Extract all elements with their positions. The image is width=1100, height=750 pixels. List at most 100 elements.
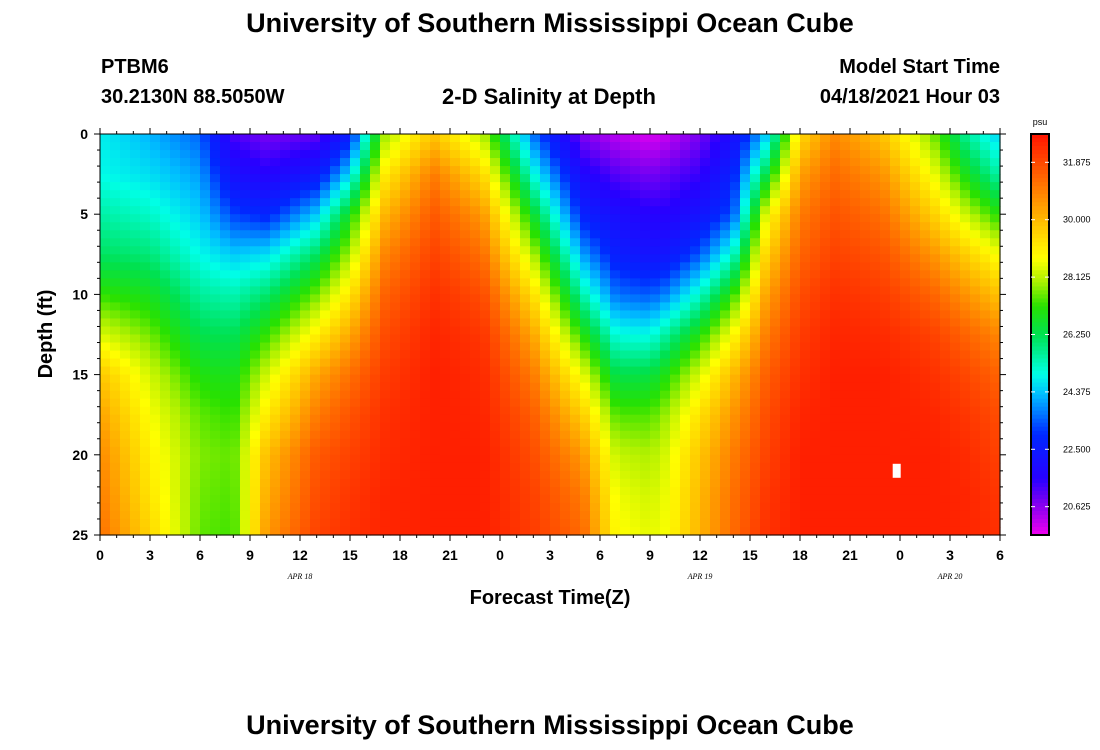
colorbar-segment [1031,170,1049,175]
heatmap-cell [730,358,741,368]
heatmap-cell [380,374,391,384]
heatmap-cell [250,158,261,167]
heatmap-cell [540,390,551,400]
heatmap-cell [260,342,271,352]
heatmap-cell [640,438,651,448]
heatmap-cell [290,430,301,440]
heatmap-cell [760,246,771,255]
heatmap-cell [870,398,881,408]
heatmap-cell [310,350,321,360]
heatmap-cell [670,398,681,408]
heatmap-cell [330,318,341,328]
heatmap-cell [670,494,681,504]
heatmap-cell [220,230,231,239]
heatmap-cell [340,494,351,504]
heatmap-cell [770,294,781,304]
heatmap-cell [180,350,191,360]
heatmap-cell [720,214,731,223]
heatmap-cell [210,150,221,159]
heatmap-cell [580,406,591,416]
heatmap-cell [140,182,151,191]
heatmap-cell [950,222,961,231]
heatmap-cell [650,214,661,223]
heatmap-cell [450,398,461,408]
heatmap-cell [420,142,431,151]
heatmap-cell [910,158,921,167]
heatmap-cell [260,510,271,520]
heatmap-cell [190,334,201,344]
heatmap-cell [640,454,651,464]
heatmap-cell [240,446,251,456]
heatmap-cell [850,174,861,183]
heatmap-cell [200,278,211,287]
heatmap-cell [430,190,441,199]
heatmap-cell [490,254,501,263]
heatmap-cell [430,518,441,528]
heatmap-cell [320,478,331,488]
heatmap-cell [350,462,361,472]
heatmap-cell [670,382,681,392]
heatmap-cell [700,446,711,456]
heatmap-cell [580,438,591,448]
heatmap-cell [570,502,581,512]
heatmap-cell [860,502,871,512]
heatmap-cell [910,182,921,191]
heatmap-cell [310,310,321,320]
heatmap-cell [580,326,591,336]
heatmap-cell [150,462,161,472]
heatmap-cell [740,302,751,312]
heatmap-cell [240,294,251,304]
heatmap-cell [150,326,161,336]
heatmap-cell [600,350,611,360]
heatmap-cell [680,358,691,368]
heatmap-cell [770,318,781,328]
heatmap-cell [260,294,271,304]
heatmap-cell [800,430,811,440]
heatmap-cell [640,246,651,255]
heatmap-cell [250,182,261,191]
heatmap-cell [710,406,721,416]
heatmap-cell [950,446,961,456]
heatmap-cell [290,526,301,536]
colorbar-segment [1031,298,1049,304]
heatmap-cell [220,350,231,360]
heatmap-cell [310,230,321,239]
heatmap-cell [370,222,381,231]
heatmap-cell [110,430,121,440]
y-tick-label: 10 [72,286,88,302]
colorbar-segment [1031,434,1049,440]
heatmap-cell [390,206,401,215]
heatmap-cell [790,150,801,159]
heatmap-cell [440,438,451,448]
heatmap-cell [370,478,381,488]
heatmap-cell [470,462,481,472]
heatmap-cell [770,230,781,239]
heatmap-cell [100,326,111,336]
heatmap-cell [370,526,381,536]
heatmap-cell [200,470,211,480]
heatmap-cell [570,198,581,207]
heatmap-cell [240,166,251,175]
heatmap-cell [590,462,601,472]
heatmap-cell [810,470,821,480]
heatmap-cell [590,158,601,167]
heatmap-cell [880,326,891,336]
heatmap-cell [200,174,211,183]
heatmap-cell [890,198,901,207]
heatmap-cell [930,326,941,336]
heatmap-cell [910,278,921,287]
heatmap-cell [370,158,381,167]
heatmap-cell [700,382,711,392]
heatmap-cell [660,510,671,520]
heatmap-cell [440,494,451,504]
heatmap-cell [590,270,601,279]
colorbar-segment [1031,342,1049,348]
heatmap-cell [760,150,771,159]
heatmap-cell [760,294,771,304]
colorbar-segment [1031,286,1049,291]
heatmap-cell [630,142,641,151]
heatmap-cell [520,414,531,424]
heatmap-cell [930,270,941,279]
heatmap-cell [570,214,581,223]
heatmap-cell [810,214,821,223]
